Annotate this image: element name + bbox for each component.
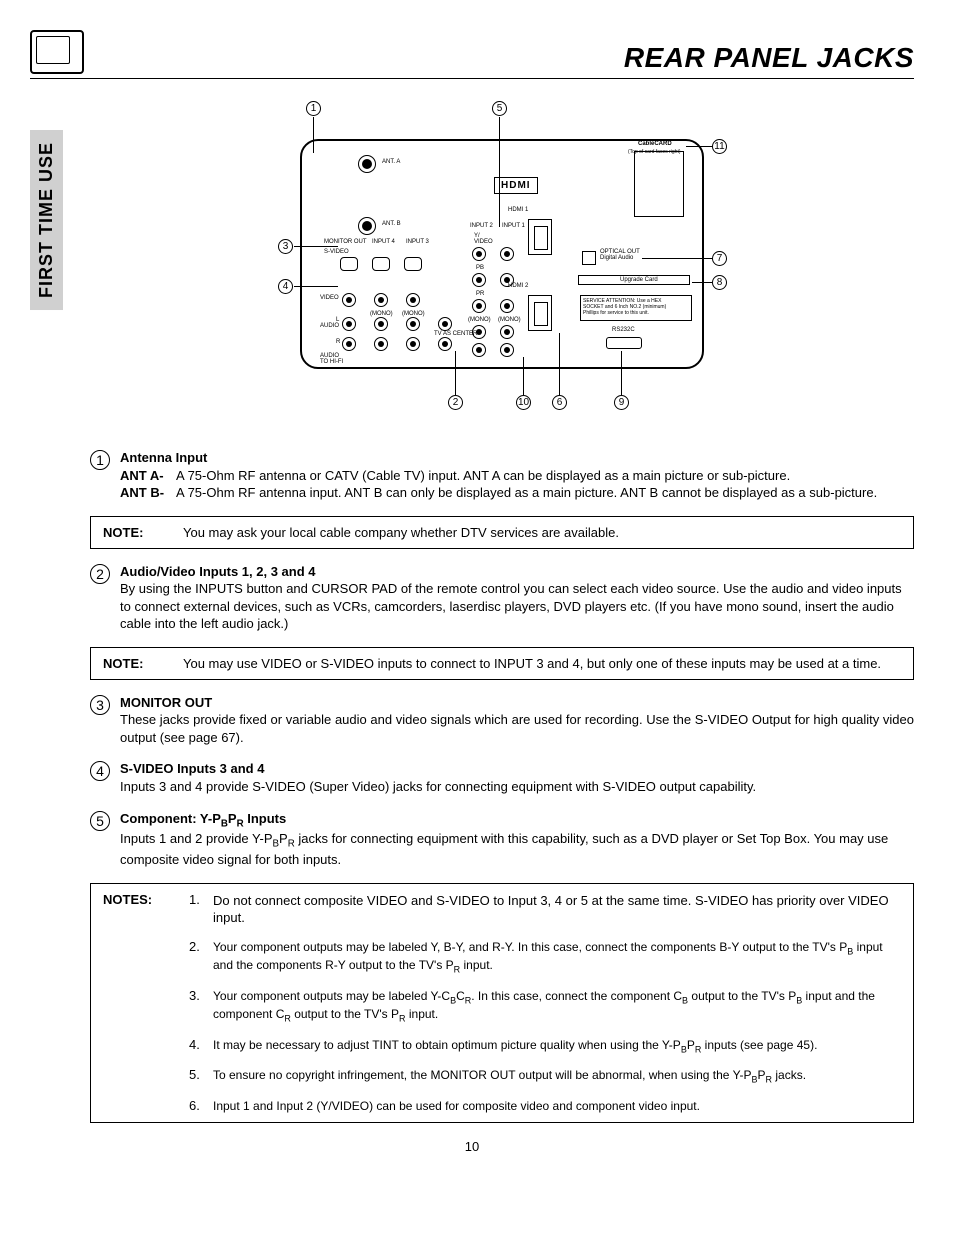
label-optical-out: OPTICAL OUT Digital Audio	[600, 249, 640, 261]
label-video-row: VIDEO	[320, 295, 339, 301]
notes-item-6: 6. Input 1 and Input 2 (Y/VIDEO) can be …	[189, 1098, 901, 1114]
section-5: 5 Component: Y-PBPR Inputs Inputs 1 and …	[90, 810, 914, 869]
callout-3: 3	[278, 239, 293, 254]
label-tv-as-center: TV AS CENTER	[434, 331, 477, 337]
label-rs232c: RS232C	[612, 327, 635, 333]
notes-block: NOTES: 1. Do not connect composite VIDEO…	[90, 883, 914, 1123]
label-input4: INPUT 4	[372, 239, 395, 245]
page-title: REAR PANEL JACKS	[624, 42, 914, 74]
circled-3: 3	[90, 695, 110, 715]
section-2: 2 Audio/Video Inputs 1, 2, 3 and 4 By us…	[90, 563, 914, 633]
notes-item-1: 1. Do not connect composite VIDEO and S-…	[189, 892, 901, 927]
note-label-2: NOTE:	[103, 656, 163, 671]
section-1-title: Antenna Input	[120, 449, 914, 467]
ant-b-label: ANT B	[120, 485, 160, 500]
hdmi1-port	[528, 219, 552, 255]
label-ant-a: ANT. A	[382, 159, 400, 165]
section-5-title: Component: Y-PBPR Inputs	[120, 810, 914, 831]
service-note: SERVICE ATTENTION: Use a HEX SOCKET and …	[580, 295, 692, 321]
callout-5: 5	[492, 101, 507, 116]
notes-item-4: 4. It may be necessary to adjust TINT to…	[189, 1037, 901, 1056]
label-l: L	[336, 317, 339, 323]
circled-4: 4	[90, 761, 110, 781]
cablecard-slot	[634, 151, 684, 217]
notes-item-5: 5. To ensure no copyright infringement, …	[189, 1067, 901, 1086]
ant-b-text: A 75-Ohm RF antenna input. ANT B can onl…	[176, 484, 914, 502]
diagram-canvas: 1 5 ANT. A ANT. B HDMI HDMI 1 HDMI 2 MON…	[242, 99, 762, 419]
ant-a-text: A 75-Ohm RF antenna or CATV (Cable TV) i…	[176, 467, 914, 485]
label-input2: INPUT 2	[470, 223, 493, 229]
label-yvideo: Y/ VIDEO	[474, 233, 493, 245]
callout-10: 10	[516, 395, 531, 410]
label-pb: PB	[476, 265, 484, 271]
callout-6: 6	[552, 395, 567, 410]
label-mono-3: (MONO)	[468, 317, 491, 323]
hdmi2-port	[528, 295, 552, 331]
page-number: 10	[30, 1139, 914, 1154]
callout-11: 11	[712, 139, 727, 154]
section-2-text: By using the INPUTS button and CURSOR PA…	[120, 580, 914, 633]
side-tab: FIRST TIME USE	[30, 130, 63, 310]
circled-1: 1	[90, 450, 110, 470]
hdmi-logo: HDMI	[494, 177, 538, 194]
callout-7: 7	[712, 251, 727, 266]
label-mono-4: (MONO)	[498, 317, 521, 323]
section-2-title: Audio/Video Inputs 1, 2, 3 and 4	[120, 563, 914, 581]
circled-2: 2	[90, 564, 110, 584]
label-cablecard-sub: (Top of card faces right)	[628, 149, 681, 155]
section-5-text: Inputs 1 and 2 provide Y-PBPR jacks for …	[120, 830, 914, 868]
note-box-2: NOTE: You may use VIDEO or S-VIDEO input…	[90, 647, 914, 680]
label-upgrade: Upgrade Card	[620, 277, 658, 283]
section-1: 1 Antenna Input ANT A- A 75-Ohm RF anten…	[90, 449, 914, 502]
note-box-1: NOTE: You may ask your local cable compa…	[90, 516, 914, 549]
ant-a-label: ANT A	[120, 468, 159, 483]
section-4: 4 S-VIDEO Inputs 3 and 4 Inputs 3 and 4 …	[90, 760, 914, 795]
notes-label: NOTES:	[103, 892, 177, 1114]
rear-panel-diagram: 1 5 ANT. A ANT. B HDMI HDMI 1 HDMI 2 MON…	[90, 99, 914, 419]
circled-5: 5	[90, 811, 110, 831]
page-header: REAR PANEL JACKS	[30, 30, 914, 79]
note-label-1: NOTE:	[103, 525, 163, 540]
label-monitor-out: MONITOR OUT	[324, 239, 367, 245]
label-ant-b: ANT. B	[382, 221, 401, 227]
section-3-text: These jacks provide fixed or variable au…	[120, 711, 914, 746]
note-text-1: You may ask your local cable company whe…	[183, 525, 901, 540]
section-4-text: Inputs 3 and 4 provide S-VIDEO (Super Vi…	[120, 778, 914, 796]
callout-1: 1	[306, 101, 321, 116]
page-content: 1 5 ANT. A ANT. B HDMI HDMI 1 HDMI 2 MON…	[90, 99, 914, 1123]
label-r: R	[336, 339, 340, 345]
section-3: 3 MONITOR OUT These jacks provide fixed …	[90, 694, 914, 747]
label-input1: INPUT 1	[502, 223, 525, 229]
label-audio-hifi: AUDIO TO HI-FI	[320, 353, 343, 365]
label-audio: AUDIO	[320, 323, 339, 329]
notes-item-3: 3. Your component outputs may be labeled…	[189, 988, 901, 1025]
callout-2: 2	[448, 395, 463, 410]
label-svideo-row: S-VIDEO	[324, 249, 349, 255]
tv-icon	[30, 30, 84, 74]
callout-8: 8	[712, 275, 727, 290]
callout-4: 4	[278, 279, 293, 294]
label-hdmi1: HDMI 1	[508, 207, 528, 213]
label-input3: INPUT 3	[406, 239, 429, 245]
callout-9: 9	[614, 395, 629, 410]
label-cablecard: CableCARD	[638, 141, 672, 147]
section-4-title: S-VIDEO Inputs 3 and 4	[120, 760, 914, 778]
note-text-2: You may use VIDEO or S-VIDEO inputs to c…	[183, 656, 901, 671]
notes-item-2: 2. Your component outputs may be labeled…	[189, 939, 901, 976]
label-pr: PR	[476, 291, 484, 297]
section-3-title: MONITOR OUT	[120, 694, 914, 712]
